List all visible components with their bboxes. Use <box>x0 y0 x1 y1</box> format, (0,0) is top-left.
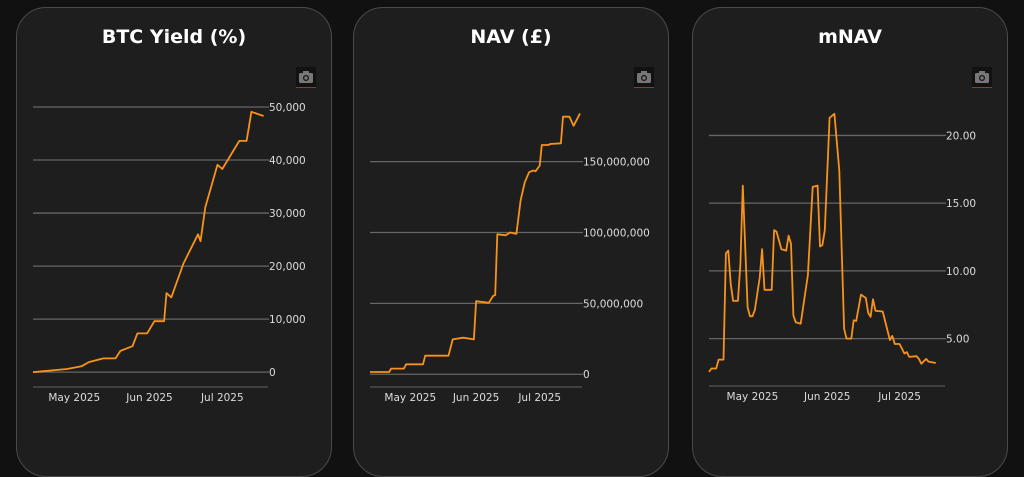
x-tick-label: Jun 2025 <box>125 392 172 404</box>
charts-plot-layer: 0 10,000 20,000 30,000 40,000 50,000 May 2025 J… <box>32 102 976 404</box>
y-tick-label: 30,000 <box>269 208 306 220</box>
chart-title: BTC Yield (%) <box>101 26 247 48</box>
camera-icon[interactable] <box>972 67 992 88</box>
y-tick-label: 10,000 <box>269 314 306 326</box>
x-tick-label: Jun 2025 <box>803 391 850 403</box>
y-tick-label: 50,000 <box>269 102 306 114</box>
chart-title: NAV (£) <box>470 26 552 48</box>
x-tick-label: Jul 2025 <box>517 392 561 404</box>
series-line <box>32 110 264 374</box>
chart-title: mNAV <box>818 26 882 48</box>
y-tick-label: 50,000,000 <box>583 298 643 310</box>
y-tick-label: 40,000 <box>269 155 306 167</box>
series-line <box>708 112 936 373</box>
y-tick-label: 150,000,000 <box>583 157 650 169</box>
y-tick-label: 0 <box>269 367 276 379</box>
x-tick-label: Jul 2025 <box>200 392 244 404</box>
series-line <box>370 112 581 373</box>
camera-icon[interactable] <box>634 67 654 88</box>
y-tick-label: 10.00 <box>946 266 976 278</box>
chart-1: 0 50,000,000 100,000,000 150,000,000 May 202… <box>370 112 650 404</box>
x-tick-label: Jul 2025 <box>877 391 921 403</box>
nav-card: NAV (£) <box>353 7 669 477</box>
btc-yield-card: BTC Yield (%) <box>16 7 332 477</box>
x-tick-label: May 2025 <box>48 392 100 404</box>
camera-icon[interactable] <box>296 67 316 88</box>
x-tick-label: May 2025 <box>384 392 436 404</box>
y-tick-label: 20.00 <box>946 130 976 142</box>
x-tick-label: May 2025 <box>727 391 779 403</box>
y-tick-label: 100,000,000 <box>583 227 650 239</box>
chart-0: 0 10,000 20,000 30,000 40,000 50,000 May 2025 J… <box>32 102 306 404</box>
chart-2: 5.00 10.00 15.00 20.00 May 2025 Jun 2025 Jul 2… <box>708 112 976 403</box>
y-tick-label: 15.00 <box>946 198 976 210</box>
y-tick-label: 5.00 <box>946 334 969 346</box>
y-tick-label: 20,000 <box>269 261 306 273</box>
y-tick-label: 0 <box>583 369 590 381</box>
x-tick-label: Jun 2025 <box>452 392 499 404</box>
